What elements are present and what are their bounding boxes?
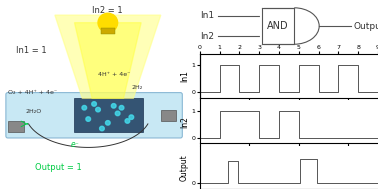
Circle shape — [105, 121, 110, 125]
Text: 2H₂: 2H₂ — [131, 85, 143, 90]
Y-axis label: In1: In1 — [180, 70, 189, 82]
Text: In1: In1 — [200, 11, 214, 20]
FancyBboxPatch shape — [6, 93, 182, 138]
Text: O₂ + 4H⁺ + 4e⁻: O₂ + 4H⁺ + 4e⁻ — [8, 91, 57, 95]
Circle shape — [115, 111, 120, 116]
Text: Output = 1: Output = 1 — [35, 163, 82, 172]
Text: 2H₂O: 2H₂O — [25, 109, 42, 114]
Polygon shape — [55, 15, 161, 98]
Bar — [262, 8, 294, 44]
Y-axis label: Output: Output — [180, 154, 189, 181]
Text: e⁻: e⁻ — [71, 140, 79, 149]
Circle shape — [119, 105, 124, 110]
Circle shape — [92, 102, 96, 106]
Circle shape — [96, 107, 101, 112]
Circle shape — [98, 13, 118, 32]
Circle shape — [129, 115, 134, 119]
Circle shape — [125, 119, 130, 123]
Y-axis label: In2: In2 — [180, 116, 189, 128]
Bar — [101, 28, 115, 34]
Text: AND: AND — [267, 21, 289, 31]
Text: In2 = 1: In2 = 1 — [92, 6, 123, 15]
Text: Output: Output — [353, 22, 378, 31]
Bar — [8, 121, 23, 132]
Bar — [161, 110, 177, 121]
Circle shape — [82, 105, 87, 110]
Circle shape — [112, 104, 116, 108]
Text: In1 = 1: In1 = 1 — [15, 46, 46, 55]
Bar — [74, 98, 143, 132]
Circle shape — [99, 126, 104, 131]
Text: 4H⁺ + 4e⁻: 4H⁺ + 4e⁻ — [98, 72, 130, 77]
Text: In2: In2 — [200, 32, 214, 41]
Circle shape — [86, 117, 91, 121]
Polygon shape — [74, 23, 141, 98]
